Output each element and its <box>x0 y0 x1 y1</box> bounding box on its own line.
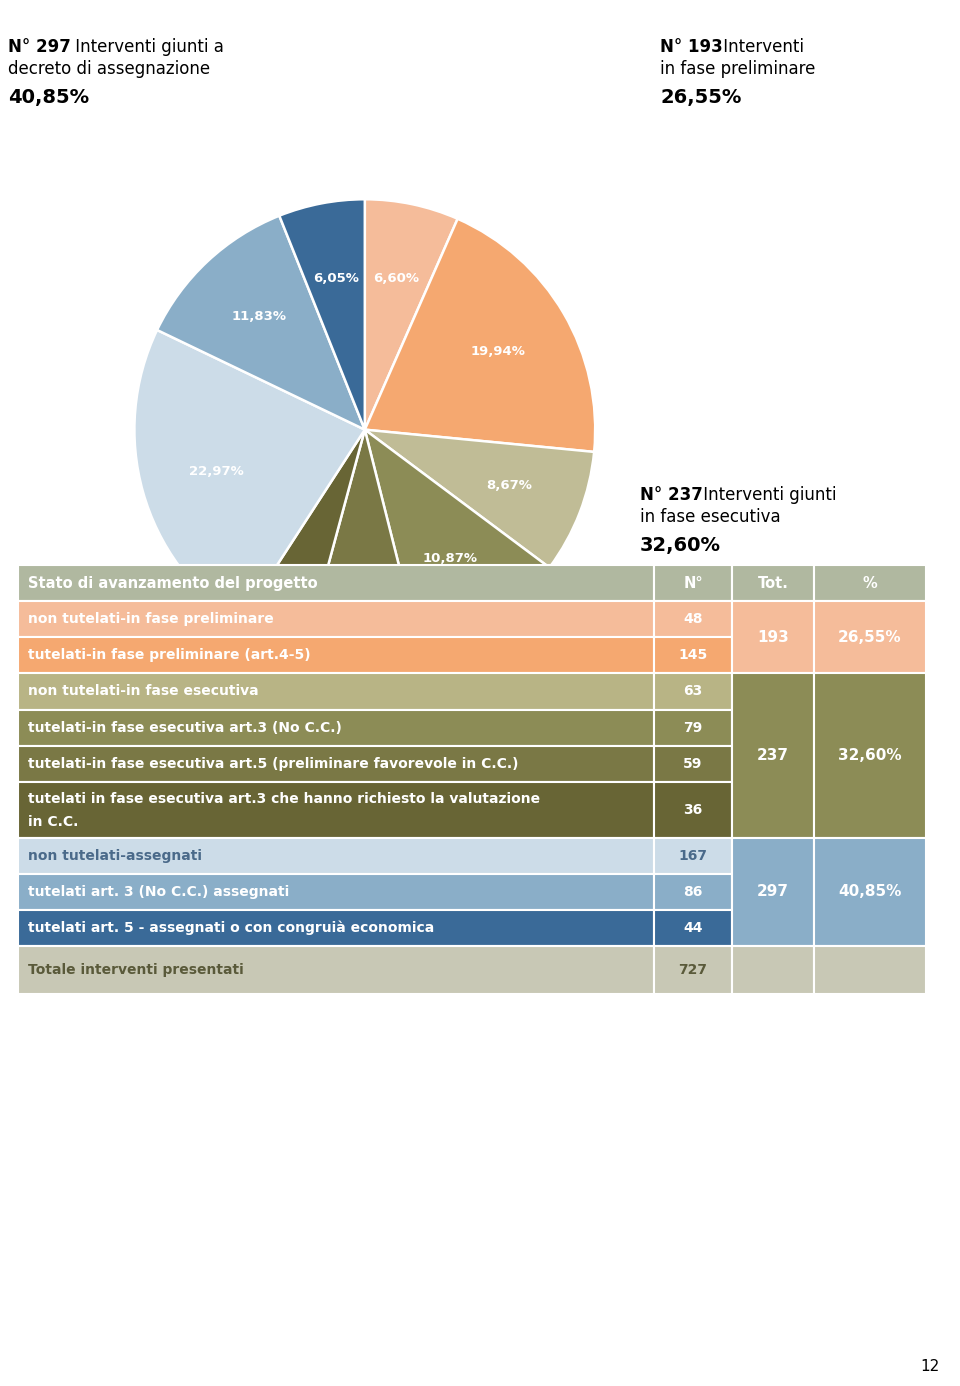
Text: tutelati-in fase esecutiva art.3 (No C.C.): tutelati-in fase esecutiva art.3 (No C.C… <box>28 721 342 735</box>
Text: 297: 297 <box>757 884 789 900</box>
Text: decreto di assegnazione: decreto di assegnazione <box>8 60 210 78</box>
Text: N° 193: N° 193 <box>660 37 723 55</box>
Bar <box>654 837 732 873</box>
Text: 86: 86 <box>684 884 703 898</box>
Text: 8,12%: 8,12% <box>341 578 386 590</box>
Text: tutelati art. 3 (No C.C.) assegnati: tutelati art. 3 (No C.C.) assegnati <box>28 884 289 898</box>
Bar <box>654 945 732 994</box>
Text: 6,05%: 6,05% <box>313 272 359 284</box>
Bar <box>814 945 926 994</box>
Text: 44: 44 <box>684 920 703 934</box>
Text: 26,55%: 26,55% <box>838 631 901 644</box>
Wedge shape <box>239 430 365 651</box>
Text: 6,60%: 6,60% <box>373 272 420 286</box>
Text: 10,87%: 10,87% <box>423 552 478 564</box>
Text: 727: 727 <box>679 963 708 977</box>
Text: 11,83%: 11,83% <box>232 310 287 323</box>
Bar <box>654 674 732 710</box>
Wedge shape <box>365 200 458 430</box>
Bar <box>654 710 732 746</box>
Text: 63: 63 <box>684 685 703 699</box>
Bar <box>654 746 732 782</box>
Text: 48: 48 <box>684 613 703 626</box>
Text: 12: 12 <box>921 1360 940 1374</box>
Text: 193: 193 <box>757 631 789 644</box>
Bar <box>814 837 926 945</box>
Wedge shape <box>157 216 365 430</box>
Bar <box>732 602 814 674</box>
Text: 32,60%: 32,60% <box>838 748 901 764</box>
Bar <box>18 945 654 994</box>
Text: Interventi: Interventi <box>718 37 804 55</box>
Text: non tutelati-in fase preliminare: non tutelati-in fase preliminare <box>28 613 274 626</box>
Text: tutelati-in fase preliminare (art.4-5): tutelati-in fase preliminare (art.4-5) <box>28 649 311 663</box>
Text: tutelati in fase esecutiva art.3 che hanno richiesto la valutazione: tutelati in fase esecutiva art.3 che han… <box>28 793 540 807</box>
Text: 145: 145 <box>679 649 708 663</box>
Bar <box>18 837 654 873</box>
Bar <box>18 746 654 782</box>
Bar <box>814 565 926 602</box>
Wedge shape <box>365 430 549 653</box>
Wedge shape <box>279 200 365 430</box>
Text: 79: 79 <box>684 721 703 735</box>
Text: Stato di avanzamento del progetto: Stato di avanzamento del progetto <box>28 577 318 590</box>
Text: non tutelati-in fase esecutiva: non tutelati-in fase esecutiva <box>28 685 258 699</box>
Text: 36: 36 <box>684 802 703 816</box>
Text: 26,55%: 26,55% <box>660 87 741 107</box>
Bar <box>654 909 732 945</box>
Text: 19,94%: 19,94% <box>470 345 525 358</box>
Bar <box>654 638 732 674</box>
Text: Interventi giunti a: Interventi giunti a <box>70 37 224 55</box>
Bar <box>18 909 654 945</box>
Text: 167: 167 <box>679 848 708 862</box>
Text: Totale interventi presentati: Totale interventi presentati <box>28 963 244 977</box>
Text: Tot.: Tot. <box>757 577 788 590</box>
Bar <box>732 945 814 994</box>
Text: 40,85%: 40,85% <box>8 87 89 107</box>
Text: 4,95%: 4,95% <box>279 564 324 577</box>
Bar <box>814 602 926 674</box>
Bar <box>654 565 732 602</box>
Text: N°: N° <box>684 577 703 590</box>
Text: 32,60%: 32,60% <box>640 536 721 554</box>
Wedge shape <box>365 219 595 452</box>
Text: tutelati art. 5 - assegnati o con congruià economica: tutelati art. 5 - assegnati o con congru… <box>28 920 434 936</box>
Bar <box>18 782 654 837</box>
Bar <box>18 602 654 638</box>
Bar <box>18 710 654 746</box>
Bar <box>732 674 814 837</box>
Text: non tutelati-assegnati: non tutelati-assegnati <box>28 848 202 862</box>
Bar <box>654 782 732 837</box>
Wedge shape <box>365 430 594 567</box>
Text: in fase preliminare: in fase preliminare <box>660 60 815 78</box>
Text: 22,97%: 22,97% <box>189 464 244 478</box>
Bar <box>18 565 654 602</box>
Bar <box>18 638 654 674</box>
Bar <box>18 873 654 909</box>
Text: 40,85%: 40,85% <box>838 884 901 900</box>
Text: %: % <box>863 577 877 590</box>
Text: 8,67%: 8,67% <box>486 478 532 492</box>
Wedge shape <box>304 430 421 660</box>
Bar <box>654 602 732 638</box>
Text: N° 297: N° 297 <box>8 37 71 55</box>
Text: tutelati-in fase esecutiva art.5 (preliminare favorevole in C.C.): tutelati-in fase esecutiva art.5 (prelim… <box>28 757 518 771</box>
Bar <box>18 674 654 710</box>
Text: N° 237: N° 237 <box>640 486 703 505</box>
Text: 59: 59 <box>684 757 703 771</box>
Bar <box>654 873 732 909</box>
Bar <box>814 674 926 837</box>
Bar <box>732 565 814 602</box>
Text: 237: 237 <box>757 748 789 764</box>
Text: Interventi giunti: Interventi giunti <box>698 486 836 505</box>
Text: in fase esecutiva: in fase esecutiva <box>640 509 780 527</box>
Bar <box>732 837 814 945</box>
Wedge shape <box>134 330 365 624</box>
Text: in C.C.: in C.C. <box>28 815 79 829</box>
